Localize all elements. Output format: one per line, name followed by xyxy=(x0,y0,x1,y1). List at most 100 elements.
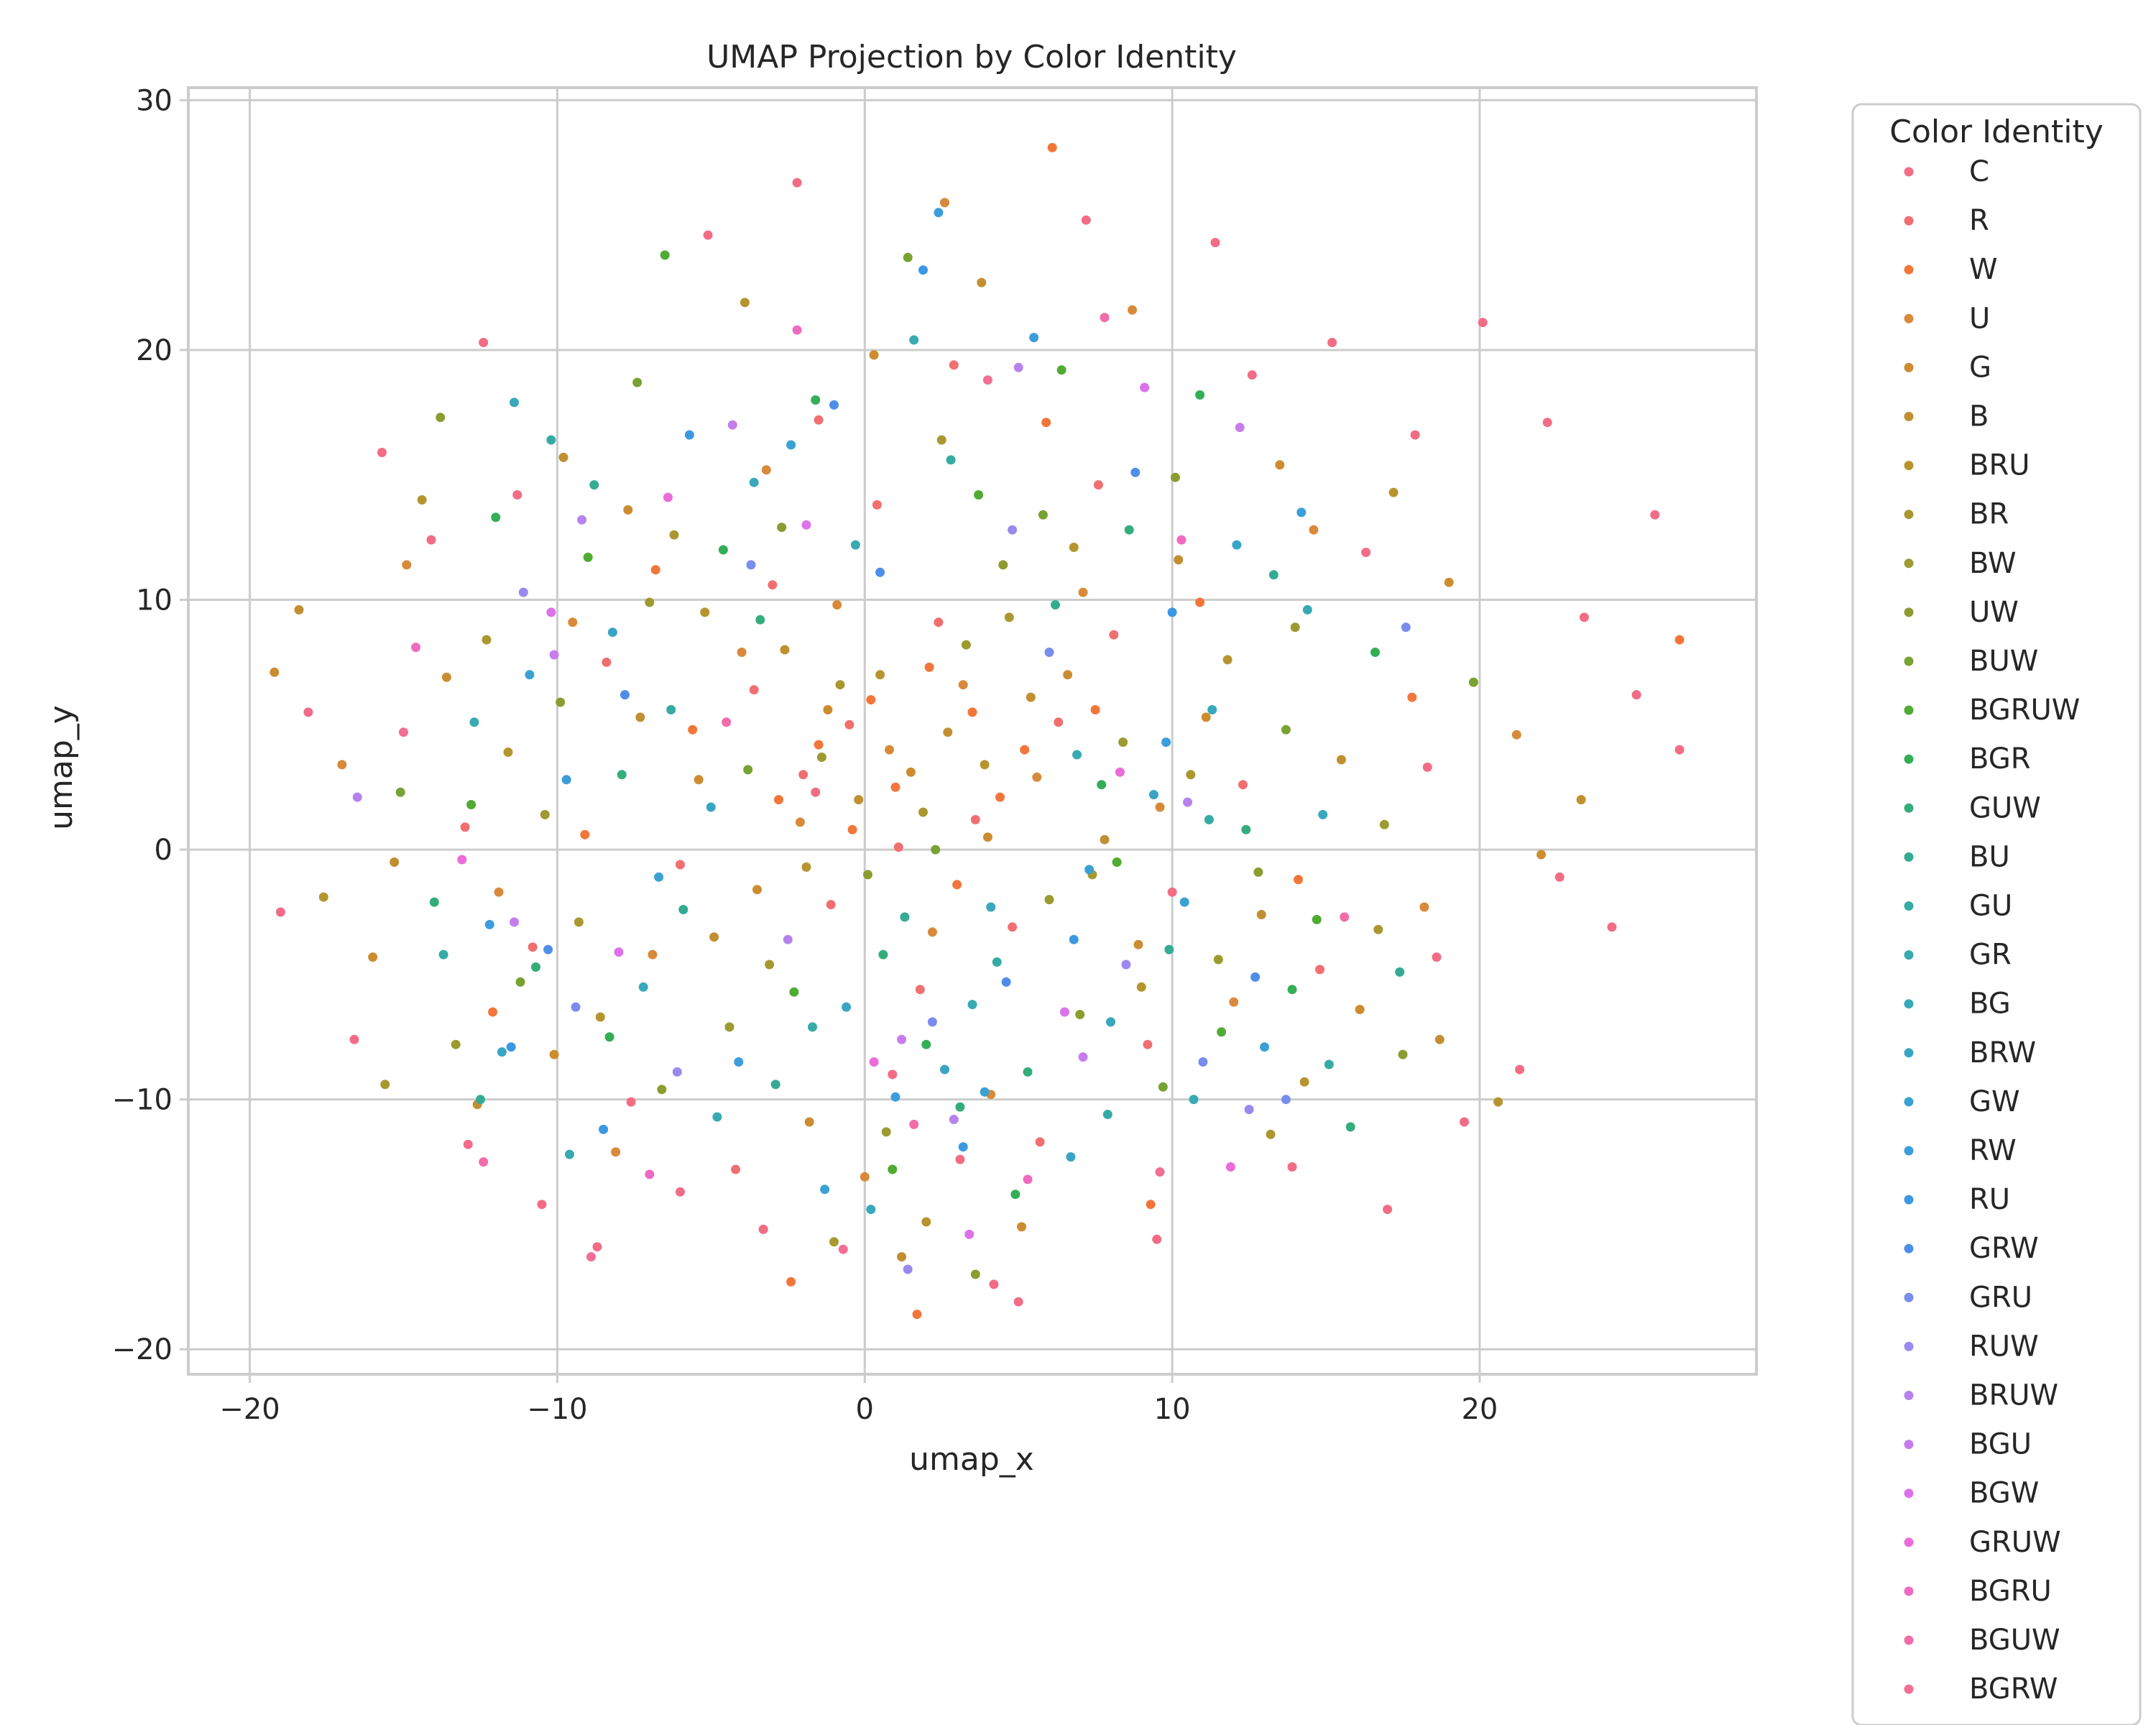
point xyxy=(515,977,525,987)
point xyxy=(607,627,617,638)
legend-marker xyxy=(1904,1146,1914,1156)
legend-item-BGRUW: BGRUW xyxy=(1904,694,2080,727)
legend-item-GW: GW xyxy=(1904,1085,2020,1118)
point xyxy=(1379,819,1389,829)
legend-item-UW: UW xyxy=(1904,596,2019,629)
point xyxy=(703,230,713,240)
legend-item-BGR: BGR xyxy=(1904,742,2031,776)
point xyxy=(1128,305,1137,315)
legend-label: GR xyxy=(1969,939,2012,972)
legend-label: GUW xyxy=(1969,791,2041,824)
legend-marker xyxy=(1904,1341,1914,1351)
point xyxy=(488,1007,498,1017)
point xyxy=(602,657,612,667)
point xyxy=(568,617,578,627)
x-tick-label: 10 xyxy=(1154,1393,1191,1426)
series-BRW xyxy=(497,540,1242,1162)
point xyxy=(589,480,599,490)
point xyxy=(1164,944,1174,954)
point xyxy=(940,198,949,208)
point xyxy=(1222,655,1233,665)
point xyxy=(684,430,694,440)
point xyxy=(1056,365,1067,375)
point xyxy=(943,727,953,737)
legend-item-GUW: GUW xyxy=(1904,791,2041,824)
series-BGRU xyxy=(411,325,1187,1184)
point xyxy=(1235,423,1245,433)
legend-marker xyxy=(1904,1537,1914,1547)
point xyxy=(580,829,590,840)
point xyxy=(1032,772,1042,782)
point xyxy=(1170,472,1180,482)
legend-label: BUW xyxy=(1969,645,2038,678)
point xyxy=(1315,965,1325,975)
point xyxy=(1195,390,1205,400)
point xyxy=(1542,418,1552,428)
x-tick-label: 0 xyxy=(856,1393,874,1426)
legend-label: GRU xyxy=(1969,1281,2032,1314)
y-tick-label: 30 xyxy=(136,84,172,117)
legend-label: GU xyxy=(1969,890,2012,923)
legend-label: C xyxy=(1969,155,1989,188)
point xyxy=(561,775,571,785)
legend-label: G xyxy=(1969,351,1991,384)
legend-marker xyxy=(1904,1440,1914,1450)
legend-marker xyxy=(1904,1243,1914,1254)
point xyxy=(749,685,759,695)
point xyxy=(964,1229,975,1239)
legend-item-GRU: GRU xyxy=(1904,1281,2032,1314)
series-BGU xyxy=(510,420,1245,1062)
legend-label: BGW xyxy=(1969,1477,2039,1510)
point xyxy=(986,902,996,912)
point xyxy=(469,717,479,727)
series-BGW xyxy=(546,382,1150,1239)
point xyxy=(1260,1042,1269,1052)
point xyxy=(897,1252,907,1262)
point xyxy=(678,905,688,914)
point xyxy=(694,775,704,785)
point xyxy=(657,1085,667,1095)
point xyxy=(1008,922,1018,932)
legend-marker xyxy=(1904,264,1914,275)
point xyxy=(863,870,872,880)
point xyxy=(1422,762,1432,772)
point xyxy=(623,505,633,515)
legend-marker xyxy=(1904,510,1914,520)
point xyxy=(746,560,756,570)
point xyxy=(765,960,775,970)
point xyxy=(967,707,977,717)
point xyxy=(688,724,698,735)
legend-item-C: C xyxy=(1904,155,1989,188)
point xyxy=(460,822,470,832)
legend-item-BR: BR xyxy=(1904,498,2009,531)
point xyxy=(722,717,732,727)
legend-marker xyxy=(1904,803,1914,813)
x-axis-label: umap_x xyxy=(909,1441,1034,1478)
point xyxy=(1161,737,1171,748)
legend-marker xyxy=(1904,950,1914,960)
point xyxy=(318,892,328,902)
legend-label: BGU xyxy=(1969,1428,2032,1461)
point xyxy=(577,515,587,525)
point xyxy=(604,1032,614,1042)
series-B xyxy=(294,277,1586,1262)
point xyxy=(1253,867,1263,877)
point xyxy=(1312,914,1322,924)
point xyxy=(1232,540,1242,550)
point xyxy=(1023,1174,1033,1184)
point xyxy=(645,1169,655,1179)
point xyxy=(390,857,400,867)
point xyxy=(811,395,821,405)
point xyxy=(1361,548,1371,557)
point xyxy=(1155,802,1165,812)
point xyxy=(783,934,793,944)
legend-marker xyxy=(1904,901,1914,911)
point xyxy=(958,1142,968,1152)
point xyxy=(368,952,378,962)
point xyxy=(518,587,528,597)
series-GU xyxy=(438,435,1334,1119)
point xyxy=(1148,790,1158,800)
series-BGRUW xyxy=(466,250,1322,1174)
point xyxy=(463,1139,473,1149)
legend-item-BGRW: BGRW xyxy=(1904,1673,2058,1706)
